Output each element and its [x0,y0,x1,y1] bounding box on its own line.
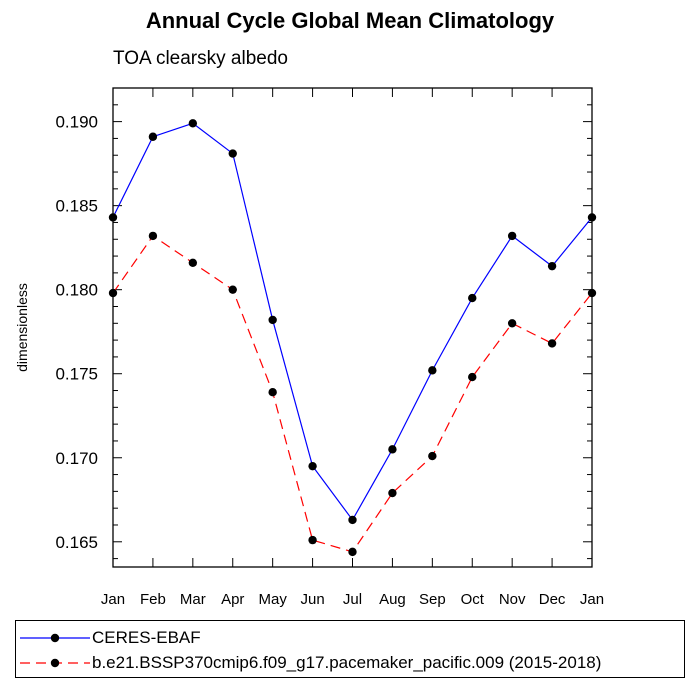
data-point-1 [188,258,198,267]
series-line-0 [112,122,593,522]
data-point-1 [108,288,118,298]
x-tick-label: May [258,591,287,608]
x-tick-label: Oct [461,591,485,608]
y-axis-label: dimensionless [14,283,30,372]
data-point-0 [268,315,277,325]
y-tick-label: 0.170 [55,449,98,468]
data-point-0 [188,119,198,128]
data-point-0 [468,293,477,303]
x-tick-label: Jan [101,591,125,608]
data-point-0 [388,445,397,454]
legend: CERES-EBAF b.e21.BSSP370cmip6.f09_g17.pa… [15,620,685,678]
data-point-0 [547,261,557,271]
data-point-1 [507,319,517,328]
x-tick-label: Aug [379,591,406,608]
data-point-0 [228,149,237,158]
x-tick-label: Jul [343,591,362,608]
data-point-1 [228,285,237,294]
data-point-1 [348,547,357,557]
x-tick-label: Sep [419,591,446,608]
legend-label-ceres: CERES-EBAF [92,628,201,647]
x-tick-label: Jan [580,591,604,608]
data-point-1 [268,388,277,397]
y-tick-label: 0.175 [55,365,98,384]
chart-title: Annual Cycle Global Mean Climatology [145,8,555,33]
data-point-1 [547,339,557,348]
legend-marker-model [20,658,90,668]
y-tick-label: 0.190 [55,113,98,132]
data-point-0 [308,461,317,471]
y-tick-label: 0.165 [55,533,98,552]
y-tick-label: 0.185 [55,197,98,216]
data-point-0 [348,515,357,525]
data-point-1 [428,451,437,461]
legend-marker-ceres [20,633,90,643]
data-point-0 [108,213,118,222]
data-point-1 [468,372,477,382]
legend-label-model: b.e21.BSSP370cmip6.f09_g17.pacemaker_pac… [92,653,602,672]
data-point-0 [148,132,158,141]
data-point-1 [587,288,597,298]
line-chart: 0.165 0.170 0.175 0.180 0.185 0.190 Jan Feb Mar A… [14,87,604,608]
x-tick-label: Dec [539,591,566,608]
x-tick-label: Nov [499,591,526,608]
x-tick-label: Apr [221,591,244,608]
data-point-1 [308,535,317,545]
data-point-1 [148,231,158,241]
data-point-0 [587,213,597,222]
chart-subtitle: TOA clearsky albedo [113,48,288,69]
series-line-1 [112,235,593,553]
y-tick-label: 0.180 [55,281,98,300]
legend-entry-ceres: CERES-EBAF [16,625,684,651]
data-point-0 [507,231,517,241]
x-tick-label: Jun [300,591,324,608]
x-tick-label: Feb [140,591,166,608]
data-point-1 [388,488,397,498]
data-point-0 [428,366,437,375]
x-tick-label: Mar [180,591,206,608]
legend-entry-model: b.e21.BSSP370cmip6.f09_g17.pacemaker_pac… [16,650,684,676]
